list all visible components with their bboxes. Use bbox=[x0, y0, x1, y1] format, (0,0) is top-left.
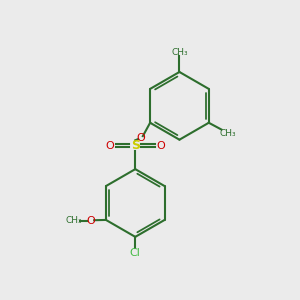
Text: CH₃: CH₃ bbox=[65, 216, 82, 225]
Text: S: S bbox=[131, 139, 140, 152]
Text: CH₃: CH₃ bbox=[220, 130, 236, 139]
Text: CH₃: CH₃ bbox=[171, 48, 188, 57]
Text: Cl: Cl bbox=[130, 248, 141, 258]
Text: O: O bbox=[136, 133, 145, 142]
Text: O: O bbox=[86, 215, 95, 226]
Text: O: O bbox=[106, 141, 115, 151]
Text: O: O bbox=[156, 141, 165, 151]
